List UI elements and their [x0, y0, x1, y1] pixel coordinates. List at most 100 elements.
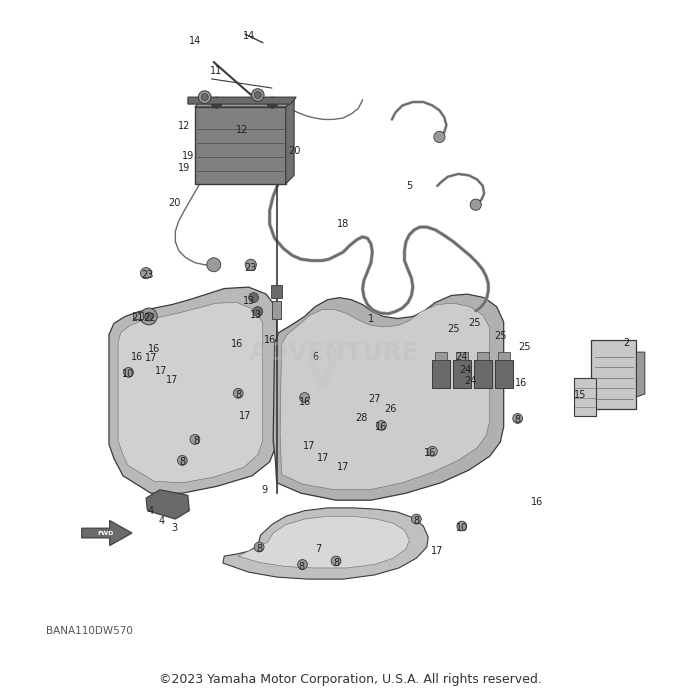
Text: 5: 5 — [406, 181, 412, 191]
Text: 19: 19 — [182, 150, 194, 161]
Text: 8: 8 — [193, 436, 199, 446]
Text: 8: 8 — [298, 561, 304, 572]
Polygon shape — [195, 99, 294, 107]
Text: 18: 18 — [337, 219, 349, 229]
Polygon shape — [82, 521, 132, 545]
Polygon shape — [188, 97, 296, 104]
Polygon shape — [195, 107, 286, 183]
Text: 17: 17 — [431, 546, 444, 556]
Circle shape — [470, 199, 482, 210]
Circle shape — [457, 522, 467, 531]
Circle shape — [198, 91, 211, 104]
Polygon shape — [475, 360, 492, 388]
Text: 1: 1 — [368, 314, 374, 323]
Text: 25: 25 — [468, 318, 481, 328]
Text: FWD: FWD — [97, 531, 113, 536]
Circle shape — [201, 94, 208, 101]
Text: 22: 22 — [144, 313, 155, 323]
Polygon shape — [435, 352, 447, 361]
Text: 8: 8 — [235, 391, 241, 400]
Circle shape — [206, 258, 220, 272]
Polygon shape — [286, 99, 294, 183]
Text: 16: 16 — [231, 340, 243, 349]
Circle shape — [377, 421, 386, 430]
Bar — [271, 285, 282, 298]
Text: ADVENTURE: ADVENTURE — [249, 342, 420, 365]
Text: 24: 24 — [459, 365, 472, 374]
Bar — [134, 312, 143, 319]
Circle shape — [211, 97, 222, 108]
Text: 4: 4 — [148, 505, 154, 516]
Polygon shape — [118, 302, 262, 483]
Text: 20: 20 — [288, 146, 300, 156]
Text: 16: 16 — [531, 496, 543, 507]
Circle shape — [267, 97, 278, 108]
Text: 8: 8 — [514, 415, 521, 425]
Text: 17: 17 — [166, 375, 178, 385]
Text: 24: 24 — [456, 352, 468, 362]
Circle shape — [141, 267, 152, 279]
Text: 8: 8 — [179, 457, 186, 467]
Text: 14: 14 — [243, 31, 255, 41]
Circle shape — [254, 92, 261, 99]
Text: 16: 16 — [263, 335, 276, 344]
Text: 17: 17 — [317, 454, 330, 463]
Text: 3: 3 — [171, 523, 177, 533]
Text: 20: 20 — [168, 198, 180, 209]
Text: 16: 16 — [148, 344, 160, 354]
Circle shape — [245, 259, 256, 270]
Text: 16: 16 — [424, 449, 437, 458]
Text: 16: 16 — [515, 378, 527, 388]
Polygon shape — [591, 340, 636, 410]
Text: ©2023 Yamaha Motor Corporation, U.S.A. All rights reserved.: ©2023 Yamaha Motor Corporation, U.S.A. A… — [159, 673, 541, 686]
Text: 8: 8 — [256, 544, 262, 554]
Text: 11: 11 — [210, 66, 222, 76]
Text: 25: 25 — [519, 342, 531, 351]
Text: 13: 13 — [244, 296, 256, 306]
Text: 19: 19 — [178, 163, 190, 174]
Text: 4: 4 — [158, 516, 164, 526]
Polygon shape — [456, 352, 468, 361]
Text: 17: 17 — [239, 412, 251, 421]
Polygon shape — [109, 287, 276, 494]
Text: 25: 25 — [447, 324, 460, 334]
Polygon shape — [273, 294, 504, 500]
Polygon shape — [498, 352, 510, 361]
Text: 9: 9 — [262, 484, 268, 495]
Circle shape — [177, 456, 187, 466]
Circle shape — [253, 307, 262, 316]
Circle shape — [251, 89, 264, 102]
Text: 15: 15 — [575, 391, 587, 400]
Text: 12: 12 — [235, 125, 248, 135]
Text: 26: 26 — [384, 404, 397, 414]
Text: 17: 17 — [337, 463, 349, 473]
Circle shape — [331, 556, 341, 566]
Text: 14: 14 — [189, 36, 201, 46]
Circle shape — [298, 559, 307, 569]
Polygon shape — [636, 352, 645, 397]
Text: 8: 8 — [333, 558, 339, 568]
Text: 17: 17 — [145, 354, 157, 363]
Polygon shape — [477, 352, 489, 361]
Text: 21: 21 — [132, 313, 144, 323]
Text: 6: 6 — [312, 352, 318, 362]
Circle shape — [233, 389, 243, 398]
Text: 17: 17 — [303, 442, 316, 452]
Circle shape — [428, 447, 438, 456]
Text: 23: 23 — [244, 262, 257, 272]
Circle shape — [412, 514, 421, 524]
Circle shape — [434, 132, 445, 143]
Polygon shape — [280, 303, 490, 490]
Text: 7: 7 — [316, 544, 322, 554]
Text: 2: 2 — [623, 338, 629, 348]
Text: 16: 16 — [375, 422, 388, 432]
Text: BANA110DW570: BANA110DW570 — [46, 626, 133, 636]
Text: 8: 8 — [413, 516, 419, 526]
Text: 25: 25 — [494, 331, 507, 341]
Text: 28: 28 — [356, 413, 368, 423]
Text: 10: 10 — [456, 523, 468, 533]
Polygon shape — [454, 360, 471, 388]
Circle shape — [190, 435, 200, 444]
Polygon shape — [496, 360, 513, 388]
Text: 16: 16 — [298, 397, 311, 407]
